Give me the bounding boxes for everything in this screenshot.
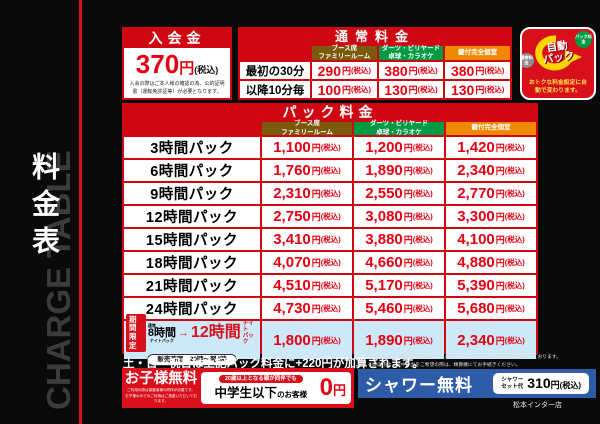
kids-free-note: ご利用の際は保護者様の同伴が必要です。 お子様のみでのご利用はご遠慮いただいており…	[125, 388, 197, 403]
limited-period-badge: 期間 限定	[126, 313, 146, 353]
row-label: 6時間パック	[124, 160, 260, 181]
price-cell: 380 円 (税込)	[378, 62, 444, 79]
row-label: 9時間パック	[124, 183, 260, 204]
kids-free-detail-left: 20歳以上となる親が同伴でも 中学生以下のお客様	[206, 374, 316, 402]
row-label: 15時間パック	[124, 229, 260, 250]
normal-rate-box: 通常料金 ブース席 ファミリールーム ダーツ・ビリヤード 卓球・カラオケ 鍵付完全個室最…	[238, 27, 512, 100]
fine-print-line-2: ※席の移動・途中外出をご希望の際は、精算機にてお手続きください。	[368, 363, 521, 369]
price-cell: 130 円 (税込)	[445, 81, 510, 98]
price-cell: 2,550 円 (税込)	[354, 183, 444, 204]
column-header-spacer	[240, 46, 310, 60]
price-cell: 3,880 円 (税込)	[354, 229, 444, 250]
price-cell: 4,070 円 (税込)	[262, 252, 352, 273]
price-cell: 3,410 円 (税込)	[262, 229, 352, 250]
auto-pack-note: おトクな料金設定に自動で変わります。	[529, 79, 587, 94]
kids-target-label: 中学生以下のお客様	[214, 386, 308, 401]
pack-rate-title: パック料金	[282, 104, 378, 120]
night-pack-from: 通常 8時間 ナイトパック	[147, 322, 176, 343]
kids-free-title: お子様無料	[124, 370, 198, 387]
admission-fee-price: 370円(税込)	[135, 48, 219, 79]
column-header: ブース席 ファミリールーム	[262, 120, 352, 136]
shower-free-title: シャワー無料	[365, 376, 473, 395]
price-cell: 3,300 円 (税込)	[446, 206, 536, 227]
price-cell: 3,080 円 (税込)	[354, 206, 444, 227]
fine-print-notes: ※ナイトパック販売時間は20時～翌4時まで。※24時間毎にご精算をお願いしており…	[368, 354, 596, 370]
kids-free-detail-box: 20歳以上となる親が同伴でも 中学生以下のお客様 0円	[201, 372, 351, 404]
price-cell: 1,100 円 (税込)	[262, 137, 352, 158]
arrow-icon: →	[177, 327, 189, 339]
row-label: 12時間パック	[124, 206, 260, 227]
row-label: 18時間パック	[124, 252, 260, 273]
row-label: 以降10分毎	[240, 81, 310, 98]
night-pack-row: 期間 限定 通常 8時間 ナイトパック → 12時間 ナイト パック 販売時間 20…	[124, 313, 536, 367]
price-cell: 4,100 円 (税込)	[446, 229, 536, 250]
price-cell: 5,460 円 (税込)	[354, 298, 444, 319]
admission-fee-title: 入会金	[148, 29, 206, 46]
normal-rate-title: 通常料金	[334, 29, 415, 44]
column-header-spacer	[124, 122, 260, 135]
circular-arrow-icon	[535, 35, 582, 71]
column-header: ブース席 ファミリールーム	[312, 45, 377, 60]
price-cell: 4,730 円 (税込)	[262, 298, 352, 319]
price-cell: 1,890 円 (税込)	[354, 160, 444, 181]
price-cell: 2,340 円 (税込)	[446, 160, 536, 181]
night-pack-headline: 期間 限定 通常 8時間 ナイトパック → 12時間 ナイト パック	[126, 313, 258, 353]
column-header: 鍵付完全個室	[446, 122, 536, 135]
kids-free-left: お子様無料 ご利用の際は保護者様の同伴が必要です。 お子様のみでのご利用はご遠慮い…	[124, 370, 198, 405]
row-label: 最初の30分	[240, 62, 310, 79]
kids-price: 0円	[319, 374, 346, 401]
auto-pack-badge: 自動 パック パック料金 通常料金 おトクな料金設定に自動で変わります。	[520, 27, 596, 100]
column-header: 鍵付完全個室	[445, 46, 510, 60]
price-cell: 4,880 円 (税込)	[446, 252, 536, 273]
pack-rate-box: パック料金 ブース席 ファミリールーム ダーツ・ビリヤード 卓球・カラオケ 鍵付完全個室…	[122, 103, 538, 367]
sale-time-pill: 販売時間 20時～翌4時	[147, 354, 237, 367]
row-label: 21時間パック	[124, 275, 260, 296]
admission-fee-note: 入会の際はご本人様の確認の為、公的証明書（運転免許証等）が必要となります。	[129, 80, 225, 95]
night-pack-to: 12時間	[190, 324, 241, 341]
normal-rate-table: ブース席 ファミリールーム ダーツ・ビリヤード 卓球・カラオケ 鍵付完全個室最初の30分…	[240, 45, 510, 98]
price-cell: 4,660 円 (税込)	[354, 252, 444, 273]
column-header: ダーツ・ビリヤード 卓球・カラオケ	[378, 45, 444, 60]
column-header: ダーツ・ビリヤード 卓球・カラオケ	[354, 120, 444, 136]
price-cell: 1,760 円 (税込)	[262, 160, 352, 181]
price-cell: 2,340 円 (税込)	[446, 321, 536, 359]
admission-fee-box: 入会金 370円(税込) 入会の際はご本人様の確認の為、公的証明書（運転免許証等…	[122, 27, 232, 100]
kids-free-box: お子様無料 ご利用の際は保護者様の同伴が必要です。 お子様のみでのご利用はご遠慮い…	[122, 368, 354, 408]
shower-set-label: シャワー セット代	[501, 376, 524, 390]
shower-free-box: シャワー無料 シャワー セット代 310円(税込)	[358, 369, 596, 398]
weekend-surcharge-note: 土・日・祝日は上記パック料金に+220円が加算されます。	[123, 358, 424, 370]
sidebar-red-line	[79, 0, 82, 424]
price-cell: 1,800 円 (税込)	[262, 321, 352, 359]
pack-rate-table: ブース席 ファミリールーム ダーツ・ビリヤード 卓球・カラオケ 鍵付完全個室 3時間パック…	[124, 120, 536, 319]
row-label: 24時間パック	[124, 298, 260, 319]
price-cell: 100 円 (税込)	[312, 81, 377, 98]
night-pack-to-suffix: ナイト パック	[242, 320, 254, 346]
price-cell: 130 円 (税込)	[378, 81, 444, 98]
normal-rate-bubble: 通常料金	[522, 53, 534, 68]
shower-set-box: シャワー セット代 310円(税込)	[493, 373, 589, 394]
price-cell: 2,750 円 (税込)	[262, 206, 352, 227]
page-title-vertical: 料金表	[29, 152, 60, 263]
price-cell: 2,310 円 (税込)	[262, 183, 352, 204]
price-cell: 5,170 円 (税込)	[354, 275, 444, 296]
price-cell: 5,390 円 (税込)	[446, 275, 536, 296]
price-cell: 290 円 (税込)	[312, 62, 377, 79]
store-name: 松本インター店	[513, 402, 562, 409]
row-label: 3時間パック	[124, 137, 260, 158]
fine-print-line-1: ※ナイトパック販売時間は20時～翌4時まで。※24時間毎にご精算をお願いしており…	[368, 355, 562, 360]
shower-set-price: 310円(税込)	[527, 374, 581, 391]
admission-fee-body: 370円(税込) 入会の際はご本人様の確認の為、公的証明書（運転免許証等）が必要…	[124, 48, 230, 98]
price-cell: 1,200 円 (税込)	[354, 137, 444, 158]
night-pack-label-cell: 期間 限定 通常 8時間 ナイトパック → 12時間 ナイト パック 販売時間 20…	[124, 313, 260, 367]
price-cell: 1,420 円 (税込)	[446, 137, 536, 158]
price-cell: 380 円 (税込)	[445, 62, 510, 79]
price-cell: 4,510 円 (税込)	[262, 275, 352, 296]
kids-companion-badge: 20歳以上となる親が同伴でも	[218, 374, 303, 384]
price-cell: 5,680 円 (税込)	[446, 298, 536, 319]
price-cell: 1,890 円 (税込)	[354, 321, 444, 359]
pack-rate-bubble: パック料金	[575, 31, 592, 48]
price-cell: 2,770 円 (税込)	[446, 183, 536, 204]
